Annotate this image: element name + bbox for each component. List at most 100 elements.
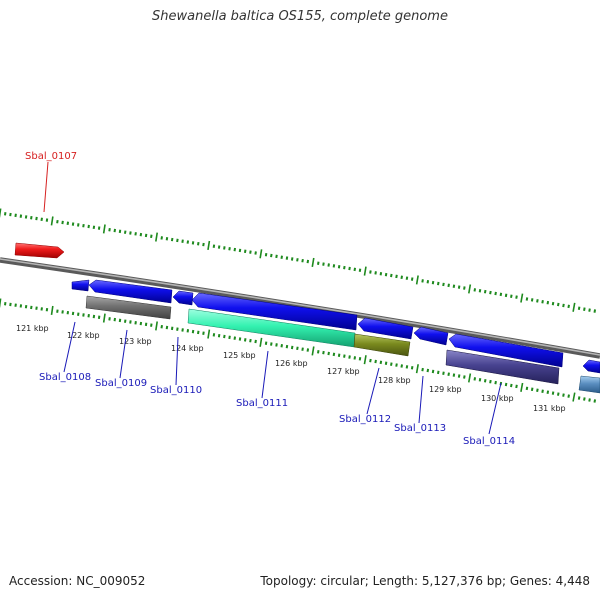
gene-sbal-0108[interactable] bbox=[71, 279, 90, 292]
gene-sbal-0110[interactable] bbox=[172, 290, 194, 306]
major-tick bbox=[520, 293, 524, 303]
minor-tick bbox=[405, 365, 409, 369]
minor-tick bbox=[353, 356, 357, 360]
minor-tick bbox=[317, 350, 320, 354]
minor-tick bbox=[343, 354, 346, 358]
minor-tick bbox=[447, 283, 450, 288]
minor-tick bbox=[483, 378, 487, 383]
minor-tick bbox=[327, 263, 330, 267]
feature-block-purple[interactable] bbox=[445, 349, 560, 385]
minor-tick bbox=[489, 379, 492, 384]
minor-tick bbox=[530, 387, 534, 392]
gene-label-sbal-0113[interactable]: Sbal_0113 bbox=[394, 423, 446, 434]
minor-tick bbox=[322, 262, 325, 266]
minor-tick bbox=[384, 272, 388, 277]
minor-tick bbox=[170, 237, 174, 242]
minor-tick bbox=[301, 347, 304, 351]
feature-block-lightblue[interactable] bbox=[578, 375, 600, 394]
major-tick bbox=[363, 266, 367, 276]
minor-tick bbox=[337, 353, 341, 358]
minor-tick bbox=[270, 253, 273, 258]
major-tick bbox=[311, 346, 315, 356]
major-tick bbox=[259, 337, 263, 347]
major-tick bbox=[572, 392, 576, 402]
minor-tick bbox=[593, 399, 597, 403]
minor-tick bbox=[494, 291, 497, 296]
major-tick bbox=[50, 216, 54, 226]
minor-tick bbox=[452, 284, 456, 288]
minor-tick bbox=[176, 238, 179, 243]
minor-tick bbox=[588, 398, 591, 402]
major-tick bbox=[259, 249, 263, 259]
minor-tick bbox=[280, 344, 283, 348]
minor-tick bbox=[515, 384, 518, 389]
gene-sbal-0113[interactable] bbox=[413, 326, 449, 346]
genome-summary-text: Topology: circular; Length: 5,127,376 bp… bbox=[260, 574, 590, 588]
minor-tick bbox=[494, 380, 497, 385]
gene-sbal-0109[interactable] bbox=[88, 279, 173, 304]
minor-tick bbox=[489, 290, 492, 295]
major-tick bbox=[155, 232, 159, 242]
minor-tick bbox=[228, 335, 231, 340]
major-tick bbox=[0, 298, 2, 308]
gene-next-partial[interactable] bbox=[582, 359, 600, 374]
major-tick bbox=[102, 313, 106, 323]
gene-label-sbal-0114[interactable]: Sbal_0114 bbox=[463, 436, 515, 447]
minor-tick bbox=[280, 255, 283, 259]
gene-label-sbal-0107[interactable]: Sbal_0107 bbox=[25, 151, 77, 162]
gene-sbal-0114[interactable] bbox=[448, 333, 564, 368]
minor-tick bbox=[379, 360, 383, 365]
gene-label-sbal-0111[interactable]: Sbal_0111 bbox=[236, 398, 288, 409]
minor-tick bbox=[410, 366, 414, 370]
minor-tick bbox=[473, 377, 477, 381]
minor-tick bbox=[384, 361, 388, 366]
minor-tick bbox=[254, 339, 257, 344]
kbp-label: 128 kbp bbox=[378, 376, 411, 385]
gene-label-sbal-0112[interactable]: Sbal_0112 bbox=[339, 414, 391, 425]
gene-sbal-0112[interactable] bbox=[357, 317, 414, 340]
gene-label-sbal-0109[interactable]: Sbal_0109 bbox=[95, 378, 147, 389]
minor-tick bbox=[437, 281, 440, 286]
minor-tick bbox=[463, 375, 466, 379]
minor-tick bbox=[577, 306, 581, 311]
minor-tick bbox=[562, 393, 565, 397]
minor-tick bbox=[551, 391, 555, 395]
minor-tick bbox=[322, 350, 325, 355]
minor-tick bbox=[374, 359, 377, 364]
minor-tick bbox=[275, 343, 278, 347]
minor-tick bbox=[556, 302, 560, 307]
minor-tick bbox=[556, 392, 560, 396]
minor-tick bbox=[421, 279, 424, 283]
minor-tick bbox=[301, 258, 304, 263]
minor-tick bbox=[515, 295, 518, 299]
gene-sbal-0107[interactable] bbox=[14, 242, 65, 259]
minor-tick bbox=[551, 301, 555, 306]
minor-tick bbox=[426, 368, 430, 373]
label-leader-line bbox=[261, 350, 269, 399]
minor-tick bbox=[562, 303, 565, 308]
gene-label-sbal-0108[interactable]: Sbal_0108 bbox=[39, 372, 91, 383]
gene-sbal-0111[interactable] bbox=[191, 292, 358, 331]
major-tick bbox=[467, 373, 472, 383]
label-leader-line bbox=[175, 336, 179, 386]
minor-tick bbox=[369, 270, 372, 274]
minor-tick bbox=[358, 268, 362, 272]
kbp-label: 123 kbp bbox=[119, 337, 152, 346]
minor-tick bbox=[431, 369, 435, 374]
minor-tick bbox=[583, 307, 586, 311]
minor-tick bbox=[296, 346, 299, 351]
feature-block-gray[interactable] bbox=[85, 295, 172, 320]
major-tick bbox=[0, 208, 2, 218]
gene-label-sbal-0110[interactable]: Sbal_0110 bbox=[150, 385, 202, 396]
minor-tick bbox=[353, 267, 357, 272]
minor-tick bbox=[400, 275, 403, 280]
minor-tick bbox=[337, 265, 341, 269]
minor-tick bbox=[306, 259, 310, 264]
minor-tick bbox=[457, 285, 461, 289]
minor-tick bbox=[290, 345, 294, 350]
feature-block-olive[interactable] bbox=[353, 333, 411, 357]
minor-tick bbox=[181, 239, 184, 243]
minor-tick bbox=[588, 308, 591, 312]
minor-tick bbox=[546, 300, 550, 305]
